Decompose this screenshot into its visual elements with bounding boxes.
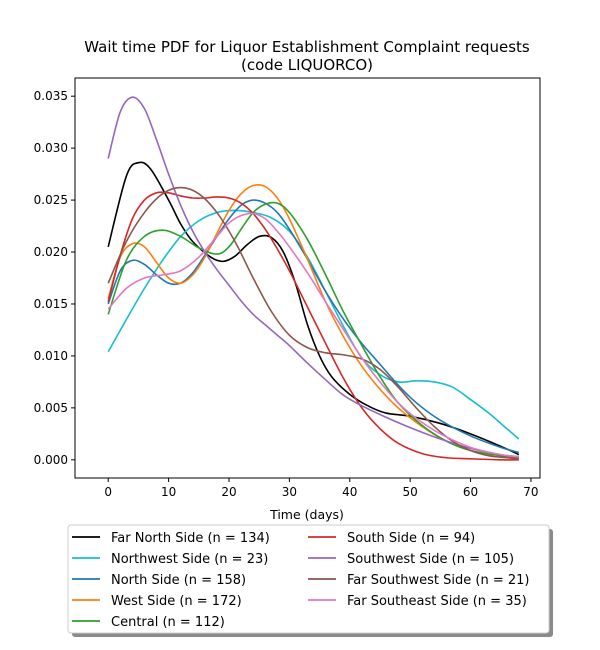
y-tick-label: 0.015 — [34, 297, 68, 311]
legend-label: South Side (n = 94) — [347, 531, 475, 546]
legend-label: Far Southwest Side (n = 21) — [347, 573, 529, 588]
x-axis-label: Time (days) — [269, 507, 344, 522]
x-tick-label: 60 — [463, 485, 478, 499]
legend-label: Southwest Side (n = 105) — [347, 552, 514, 567]
y-tick-label: 0.020 — [34, 245, 68, 259]
legend-label: North Side (n = 158) — [111, 573, 246, 588]
legend-label: Far North Side (n = 134) — [111, 531, 270, 546]
legend-label: Central (n = 112) — [111, 615, 225, 630]
x-tick-label: 10 — [161, 485, 176, 499]
series-line-6 — [107, 191, 519, 461]
series-line-2 — [107, 209, 520, 440]
series-line-3 — [107, 199, 520, 454]
y-tick-label: 0.025 — [34, 193, 68, 207]
series-line-8 — [107, 186, 519, 460]
x-tick-label: 70 — [523, 485, 538, 499]
x-tick-label: 0 — [104, 485, 112, 499]
series-line-7 — [107, 96, 519, 458]
y-tick-label: 0.000 — [34, 453, 68, 467]
y-tick-label: 0.005 — [34, 401, 68, 415]
y-tick-label: 0.010 — [34, 349, 68, 363]
plot-frame — [74, 77, 541, 479]
x-tick-label: 20 — [221, 485, 236, 499]
legend-label: Northwest Side (n = 23) — [111, 552, 268, 567]
x-tick-label: 30 — [282, 485, 297, 499]
chart-title-line1: Wait time PDF for Liquor Establishment C… — [84, 38, 530, 56]
ticks-layer: 0 10 20 30 40 50 60 70 0.000 0.005 0.010 0.015 0.020… — [34, 89, 539, 499]
series-line-5 — [107, 201, 519, 459]
legend-label: Far Southeast Side (n = 35) — [347, 594, 527, 609]
series-line-1 — [107, 161, 520, 456]
series-line-9 — [107, 212, 519, 458]
series-line-4 — [107, 183, 519, 459]
x-tick-label: 40 — [342, 485, 357, 499]
y-tick-label: 0.030 — [34, 141, 68, 155]
legend-label: West Side (n = 172) — [111, 594, 242, 609]
chart-title-line2: (code LIQUORCO) — [241, 56, 373, 74]
y-tick-label: 0.035 — [34, 89, 68, 103]
series-layer — [107, 96, 520, 461]
x-tick-label: 50 — [403, 485, 418, 499]
legend: Far North Side (n = 134) Northwest Side (… — [67, 524, 553, 637]
legend-entries: Far North Side (n = 134) Northwest Side (… — [72, 531, 529, 630]
